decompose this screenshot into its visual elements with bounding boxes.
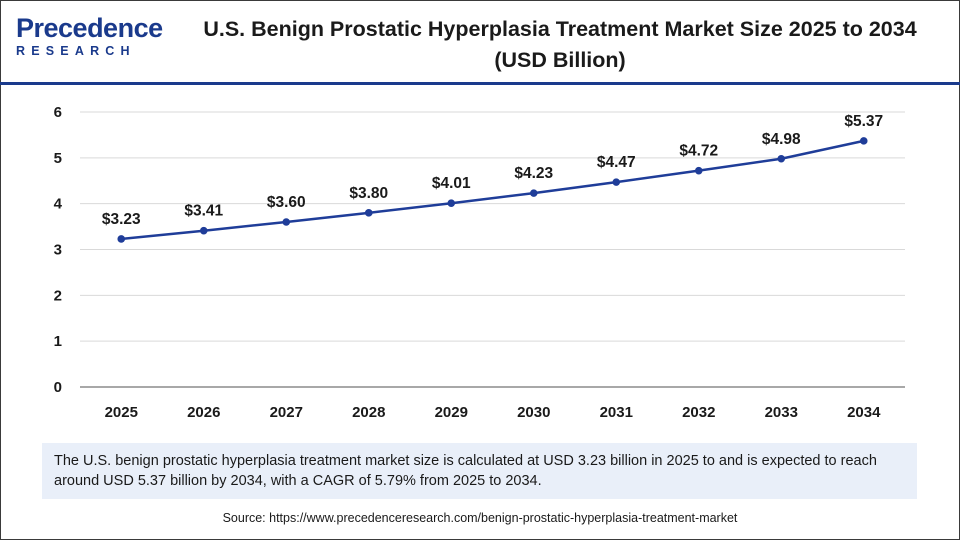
data-label: $3.23 — [102, 211, 141, 228]
y-tick-label: 5 — [54, 150, 62, 167]
data-point — [694, 166, 703, 175]
x-tick-label: 2034 — [847, 404, 881, 421]
data-label: $3.60 — [267, 194, 306, 211]
data-label: $4.72 — [679, 143, 718, 160]
data-label: $3.41 — [184, 203, 223, 220]
data-point — [859, 137, 868, 145]
data-point — [364, 209, 373, 217]
data-label: $4.01 — [432, 175, 471, 192]
series-line — [121, 139, 865, 241]
data-point — [199, 226, 208, 235]
data-point — [447, 199, 456, 208]
data-label: $4.47 — [597, 154, 636, 171]
y-tick-label: 1 — [54, 333, 62, 350]
title-divider — [0, 82, 960, 85]
x-tick-label: 2033 — [765, 404, 798, 421]
y-tick-label: 3 — [54, 242, 62, 259]
x-tick-label: 2029 — [435, 404, 468, 421]
data-point — [117, 235, 126, 243]
summary-note: The U.S. benign prostatic hyperplasia tr… — [42, 443, 917, 499]
y-tick-label: 6 — [54, 104, 62, 121]
x-tick-label: 2030 — [517, 404, 550, 421]
x-tick-label: 2031 — [600, 404, 633, 421]
source-citation: Source: https://www.precedenceresearch.c… — [222, 511, 738, 525]
data-point — [777, 154, 786, 163]
y-tick-label: 0 — [54, 379, 62, 396]
x-tick-label: 2025 — [105, 404, 138, 421]
data-point — [612, 178, 621, 186]
data-label: $3.80 — [349, 185, 388, 202]
data-point — [282, 218, 291, 226]
x-tick-label: 2032 — [682, 404, 715, 421]
data-label: $4.23 — [514, 165, 553, 182]
chart-title: U.S. Benign Prostatic Hyperplasia Treatm… — [203, 17, 917, 72]
y-tick-label: 4 — [54, 196, 63, 213]
x-tick-label: 2027 — [270, 404, 303, 421]
data-point — [529, 189, 538, 197]
data-label: $4.98 — [762, 131, 801, 148]
x-tick-label: 2028 — [352, 404, 385, 421]
brand-name-bottom: RESEARCH — [16, 44, 136, 58]
brand-logo: Precedence RESEARCH — [16, 14, 166, 64]
x-tick-label: 2026 — [187, 404, 220, 421]
data-label: $5.37 — [844, 113, 883, 130]
y-tick-label: 2 — [54, 287, 62, 304]
brand-name-top: Precedence — [16, 13, 163, 43]
line-chart: 0 1 2 3 4 5 6 2025 2026 2027 2028 2029 2030 2031 2032 2… — [54, 104, 905, 421]
